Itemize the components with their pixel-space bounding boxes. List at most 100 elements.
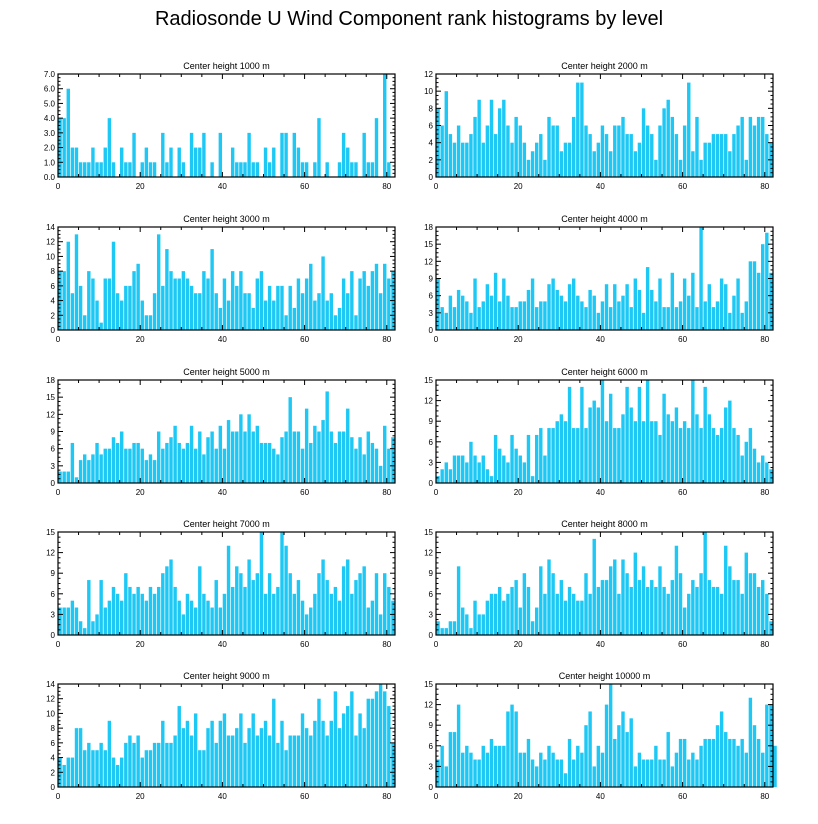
y-tick-label: 9 — [429, 417, 434, 426]
histogram-bar — [267, 735, 272, 787]
histogram-bar — [748, 428, 753, 483]
histogram-bar — [300, 293, 305, 330]
histogram-bar — [555, 421, 559, 483]
histogram-bar — [95, 614, 99, 635]
panel-10: Center height 10000 m 0 20 40 60 80 0 3 6 9 12 15 — [424, 671, 777, 801]
histogram-bar — [637, 289, 642, 330]
x-tick-label: 60 — [678, 182, 687, 191]
histogram-bar — [103, 448, 107, 483]
x-tick-label: 0 — [56, 488, 61, 497]
histogram-bar — [539, 752, 543, 787]
histogram-bar — [148, 750, 153, 787]
histogram-bar — [321, 559, 325, 635]
histogram-bar — [559, 151, 564, 177]
histogram-bar — [66, 607, 70, 635]
histogram-bar — [493, 593, 498, 635]
histogram-bar — [74, 147, 79, 177]
histogram-bar — [387, 448, 391, 483]
panel-title: Center height 8000 m — [561, 519, 648, 529]
histogram-bar — [362, 132, 366, 177]
histogram-bar — [189, 735, 194, 787]
histogram-bar — [132, 132, 136, 177]
histogram-bar — [498, 108, 502, 177]
histogram-bar — [456, 455, 461, 483]
histogram-bar — [530, 278, 535, 330]
histogram-bar — [724, 284, 728, 330]
histogram-bar — [650, 134, 654, 177]
histogram-bar — [448, 134, 453, 177]
histogram-bar — [522, 142, 527, 177]
histogram-bar — [481, 745, 485, 787]
histogram-bar — [259, 271, 264, 330]
x-tick-label: 40 — [218, 335, 227, 344]
histogram-bar — [169, 559, 173, 635]
histogram-bar — [74, 234, 79, 330]
histogram-bar — [235, 431, 239, 483]
histogram-bar — [128, 586, 132, 635]
histogram-bar — [346, 408, 350, 483]
histogram-bar — [543, 455, 547, 483]
x-tick-label: 20 — [136, 335, 145, 344]
histogram-bar — [678, 428, 683, 483]
histogram-bar — [526, 289, 531, 330]
y-tick-label: 9 — [51, 569, 56, 578]
histogram-bar — [633, 552, 638, 635]
histogram-bar — [580, 386, 584, 483]
histogram-bar — [337, 728, 342, 787]
histogram-bar — [74, 477, 79, 483]
histogram-bar — [761, 580, 765, 635]
histogram-bar — [617, 301, 621, 330]
histogram-bar — [272, 698, 276, 787]
histogram-bar — [571, 278, 576, 330]
histogram-bar — [547, 284, 551, 330]
histogram-bar — [214, 448, 218, 483]
histogram-bar — [715, 301, 720, 330]
histogram-bar — [99, 580, 103, 635]
histogram-bar — [695, 116, 699, 177]
histogram-bar — [165, 249, 169, 330]
x-tick-label: 20 — [514, 335, 523, 344]
histogram-bar — [576, 428, 580, 483]
histogram-bar — [678, 573, 683, 635]
histogram-bar — [567, 586, 572, 635]
y-tick-label: 12 — [46, 549, 55, 558]
y-tick-label: 0 — [51, 631, 56, 640]
histogram-bar — [662, 393, 666, 483]
histogram-bar — [489, 476, 494, 483]
y-tick-label: 12 — [424, 397, 433, 406]
histogram-bar — [214, 742, 218, 787]
histogram-bar — [514, 448, 518, 483]
y-tick-label: 1.0 — [44, 158, 56, 167]
histogram-bar — [707, 580, 711, 635]
histogram-bar — [78, 621, 83, 635]
histogram-bar — [177, 600, 181, 635]
histogram-bar — [358, 278, 362, 330]
histogram-bar — [226, 545, 231, 635]
histogram-bar — [78, 728, 83, 787]
histogram-bar — [267, 285, 272, 330]
histogram-bar — [715, 586, 720, 635]
histogram-bar — [111, 757, 116, 787]
histogram-bar — [272, 147, 276, 177]
histogram-bar — [765, 232, 769, 330]
histogram-bar — [748, 116, 753, 177]
histogram-bar — [518, 301, 522, 330]
panel-title: Center height 6000 m — [561, 367, 648, 377]
histogram-bar — [522, 462, 527, 483]
y-tick-label: 3.0 — [44, 129, 56, 138]
histogram-bar — [263, 300, 268, 330]
histogram-bar — [588, 289, 592, 330]
histogram-bar — [161, 132, 165, 177]
histogram-bar — [625, 732, 629, 787]
histogram-bar — [78, 285, 83, 330]
histogram-bar — [555, 125, 559, 177]
histogram-bar — [383, 691, 387, 787]
y-tick-label: 6 — [429, 742, 434, 751]
x-tick-label: 0 — [56, 335, 61, 344]
histogram-bar — [567, 284, 572, 330]
histogram-bar — [678, 301, 683, 330]
histogram-bar — [354, 735, 358, 787]
histogram-bar — [461, 455, 465, 483]
histogram-bar — [341, 132, 346, 177]
histogram-bar — [198, 750, 202, 787]
